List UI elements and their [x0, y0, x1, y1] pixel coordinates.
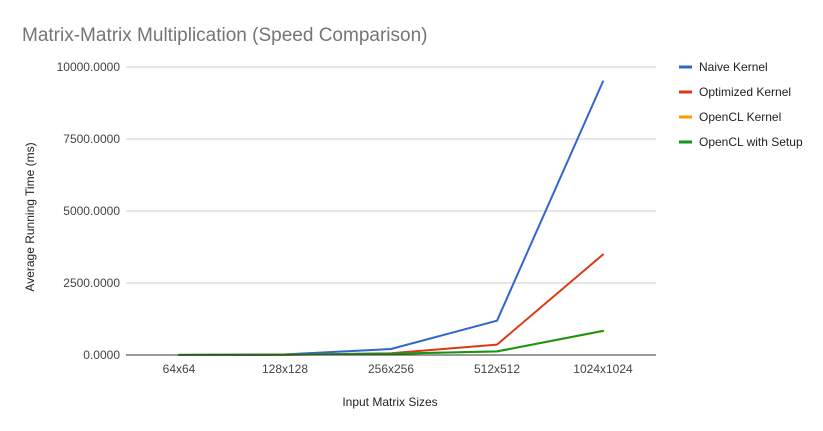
x-tick-label: 256x256 [368, 362, 414, 376]
legend-label-opencl-with-setup: OpenCL with Setup [699, 135, 803, 149]
gridlines [126, 66, 656, 284]
series-line-naive-kernel [178, 80, 604, 356]
x-tick-label: 512x512 [474, 362, 520, 376]
y-axis-label: Average Running Time (ms) [23, 142, 37, 291]
x-axis-ticks: 64x64 128x128 256x256 512x512 1024x1024 [163, 362, 633, 376]
x-axis-label: Input Matrix Sizes [342, 395, 437, 409]
series-line-opencl-with-setup [178, 329, 604, 356]
legend: Naive Kernel Optimized Kernel OpenCL Kerne… [679, 60, 803, 149]
y-tick-label: 5000.0000 [63, 204, 120, 218]
series-lines [178, 80, 604, 356]
y-tick-label: 0.0000 [83, 348, 120, 362]
y-tick-label: 10000.0000 [57, 60, 121, 74]
x-tick-label: 128x128 [262, 362, 308, 376]
legend-label-opencl-kernel: OpenCL Kernel [699, 110, 781, 124]
legend-label-optimized-kernel: Optimized Kernel [699, 85, 791, 99]
y-tick-label: 2500.0000 [63, 276, 120, 290]
y-tick-label: 7500.0000 [63, 132, 120, 146]
y-axis-ticks: 0.0000 2500.0000 5000.0000 7500.0000 10000.0… [57, 60, 121, 362]
chart-title: Matrix-Matrix Multiplication (Speed Comp… [22, 25, 427, 46]
series-line-optimized-kernel [178, 253, 604, 356]
x-tick-label: 64x64 [163, 362, 196, 376]
x-tick-label: 1024x1024 [573, 362, 633, 376]
legend-label-naive-kernel: Naive Kernel [699, 60, 768, 74]
